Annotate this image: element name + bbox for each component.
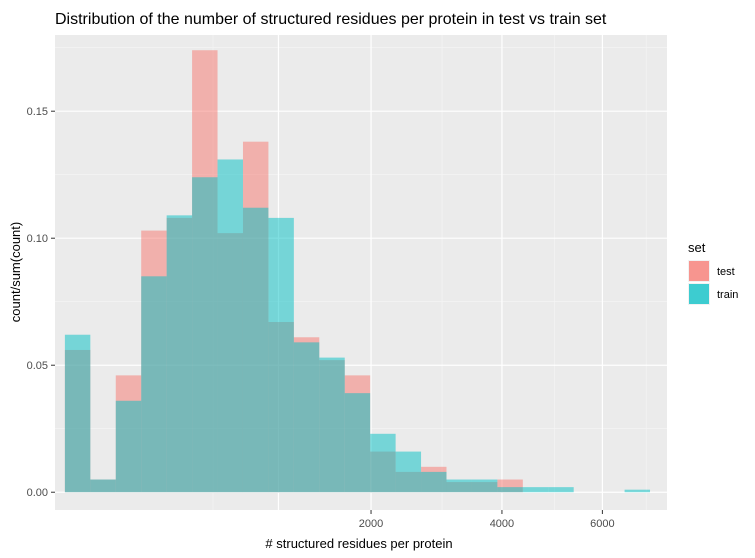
bar-train xyxy=(344,393,371,493)
x-tick-label: 2000 xyxy=(359,518,383,530)
bar-train xyxy=(242,207,269,493)
bar-train xyxy=(217,159,243,493)
legend-label-test: test xyxy=(717,266,735,278)
legend-swatch-test xyxy=(689,261,709,281)
legend: set test train xyxy=(688,240,738,305)
y-tick-label: 0.00 xyxy=(27,487,48,499)
bar-train xyxy=(522,487,549,493)
bar-train xyxy=(446,479,472,493)
x-axis: 2000 4000 6000 xyxy=(359,510,615,530)
legend-title: set xyxy=(688,240,706,255)
bar-train xyxy=(421,471,447,493)
y-axis-title: count/sum(count) xyxy=(8,222,23,322)
y-tick-label: 0.10 xyxy=(27,233,48,245)
bar-train xyxy=(395,451,422,493)
x-axis-title: # structured residues per protein xyxy=(265,536,452,551)
bar-train xyxy=(141,276,167,493)
bar-train xyxy=(64,334,91,493)
bar-train xyxy=(548,487,574,493)
bar-train xyxy=(471,479,498,493)
bar-train xyxy=(192,177,218,493)
bar-train xyxy=(90,479,116,493)
x-tick-label: 6000 xyxy=(590,518,614,530)
y-tick-label: 0.05 xyxy=(27,360,48,372)
y-axis: 0.00 0.05 0.10 0.15 xyxy=(27,106,55,499)
bar-train xyxy=(115,400,142,493)
bars-layer xyxy=(64,50,651,493)
bar-train xyxy=(166,215,193,493)
chart-title: Distribution of the number of structured… xyxy=(55,11,607,28)
bar-train xyxy=(624,489,651,493)
y-tick-label: 0.15 xyxy=(27,106,48,118)
bar-train xyxy=(293,342,320,493)
x-tick-label: 4000 xyxy=(490,518,514,530)
bar-train xyxy=(497,487,523,493)
legend-label-train: train xyxy=(717,289,738,301)
bar-train xyxy=(268,217,294,493)
bar-train xyxy=(370,433,396,493)
legend-swatch-train xyxy=(689,284,709,304)
bar-train xyxy=(319,357,345,493)
